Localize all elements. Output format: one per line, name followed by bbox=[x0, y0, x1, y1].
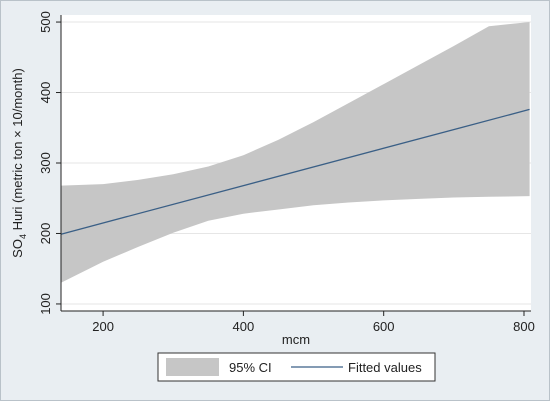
y-axis-title-subscript: 4 bbox=[18, 234, 28, 239]
y-tick-label-300: 300 bbox=[38, 152, 53, 174]
y-ticks: 100 200 300 400 500 bbox=[38, 11, 61, 315]
y-tick-label-500: 500 bbox=[38, 11, 53, 33]
y-tick-label-400: 400 bbox=[38, 82, 53, 104]
ci-band bbox=[61, 22, 530, 283]
y-axis-title-prefix: SO bbox=[10, 239, 25, 258]
y-axis-title: SO4 Huri (metric ton × 10/month) bbox=[10, 68, 28, 258]
x-tick-label-200: 200 bbox=[92, 319, 114, 334]
x-tick-label-800: 800 bbox=[513, 319, 535, 334]
y-tick-label-200: 200 bbox=[38, 223, 53, 245]
x-axis-title: mcm bbox=[282, 332, 310, 347]
x-tick-label-400: 400 bbox=[233, 319, 255, 334]
legend-label-fitted: Fitted values bbox=[348, 360, 422, 375]
y-axis-title-rest: Huri (metric ton × 10/month) bbox=[10, 68, 25, 234]
y-tick-label-100: 100 bbox=[38, 293, 53, 315]
legend: 95% CI Fitted values bbox=[157, 352, 436, 382]
x-ticks: 200 400 600 800 bbox=[92, 311, 535, 334]
legend-label-ci: 95% CI bbox=[229, 360, 272, 375]
legend-swatch-ci bbox=[166, 358, 219, 376]
fitted-line bbox=[60, 108, 530, 235]
x-tick-label-600: 600 bbox=[373, 319, 395, 334]
